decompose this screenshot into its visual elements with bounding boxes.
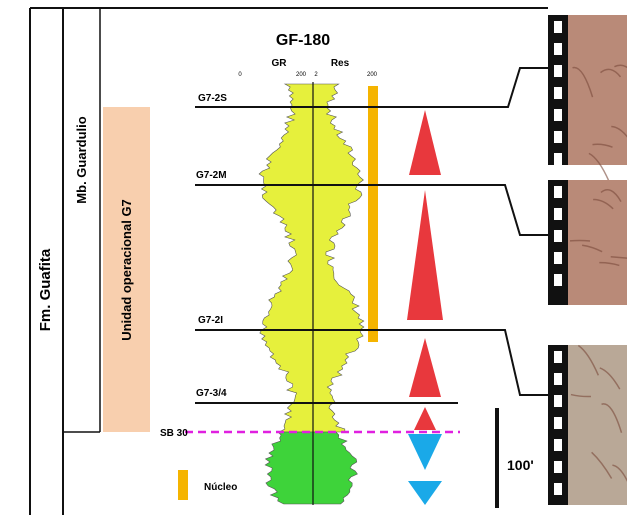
scale-bar-label: 100' bbox=[507, 457, 534, 473]
photo-texture bbox=[600, 189, 622, 202]
photo-texture bbox=[570, 393, 591, 398]
photo-texture bbox=[591, 451, 613, 479]
photo-texture bbox=[577, 344, 600, 376]
res-max: 200 bbox=[367, 72, 378, 78]
photo-hole bbox=[554, 483, 562, 495]
res-min: 2 bbox=[314, 72, 318, 78]
trend-down bbox=[408, 434, 442, 470]
gr-label: GR bbox=[272, 58, 288, 69]
photo-core bbox=[568, 345, 627, 505]
photo-strip bbox=[548, 180, 568, 305]
marker-label: G7-2I bbox=[198, 315, 223, 326]
marker-label: G7-2M bbox=[196, 170, 227, 181]
formation-label: Fm. Guafita bbox=[37, 248, 54, 331]
photo-texture bbox=[611, 125, 627, 138]
photo-texture bbox=[572, 66, 594, 98]
trend-up bbox=[409, 338, 441, 397]
photo-texture bbox=[599, 367, 621, 390]
photo-hole bbox=[554, 351, 562, 363]
marker-line bbox=[195, 329, 548, 396]
photo-texture bbox=[612, 464, 627, 482]
photo-hole bbox=[554, 131, 562, 143]
marker-label: G7-2S bbox=[198, 93, 227, 104]
photo-hole bbox=[554, 252, 562, 264]
marker-label: SB 30 bbox=[160, 428, 188, 439]
gr-max: 200 bbox=[296, 72, 307, 78]
photo-hole bbox=[554, 373, 562, 385]
photo-hole bbox=[554, 65, 562, 77]
unit-box bbox=[103, 107, 150, 432]
unit-label: Unidad operacional G7 bbox=[119, 199, 134, 341]
marker-line bbox=[195, 67, 548, 108]
photo-texture bbox=[582, 244, 603, 253]
photo-hole bbox=[554, 186, 562, 198]
core-bar bbox=[368, 86, 378, 342]
photo-hole bbox=[554, 439, 562, 451]
photo-core bbox=[568, 180, 627, 305]
photo-hole bbox=[554, 21, 562, 33]
photo-hole bbox=[554, 230, 562, 242]
photo-texture bbox=[614, 64, 627, 69]
photo-texture bbox=[599, 261, 620, 267]
trend-up bbox=[407, 190, 443, 320]
trend-up bbox=[409, 110, 441, 175]
marker-label: G7-3/4 bbox=[196, 388, 227, 399]
photo-texture bbox=[600, 68, 622, 78]
photo-hole bbox=[554, 109, 562, 121]
photo-hole bbox=[554, 87, 562, 99]
title: GF-180 bbox=[276, 32, 330, 49]
photo-hole bbox=[554, 43, 562, 55]
core-photos bbox=[548, 15, 627, 505]
gr-min: 0 bbox=[238, 72, 242, 78]
photo-texture bbox=[593, 198, 614, 210]
photo-hole bbox=[554, 208, 562, 220]
photo-texture bbox=[601, 403, 623, 433]
photo-core bbox=[568, 15, 627, 165]
photo-hole bbox=[554, 153, 562, 165]
trend-down bbox=[408, 481, 442, 505]
photo-hole bbox=[554, 274, 562, 286]
marker-line bbox=[195, 184, 548, 236]
photo-hole bbox=[554, 395, 562, 407]
legend-swatch bbox=[178, 470, 188, 500]
legend-label: Núcleo bbox=[204, 482, 237, 493]
member-label: Mb. Guardulio bbox=[74, 116, 89, 203]
log-fill bbox=[264, 431, 358, 505]
photo-hole bbox=[554, 417, 562, 429]
photo-hole bbox=[554, 461, 562, 473]
trend-up bbox=[414, 407, 436, 430]
res-label: Res bbox=[331, 58, 350, 69]
photo-texture bbox=[588, 152, 610, 182]
photo-texture bbox=[592, 143, 613, 148]
photo-texture bbox=[610, 256, 627, 259]
